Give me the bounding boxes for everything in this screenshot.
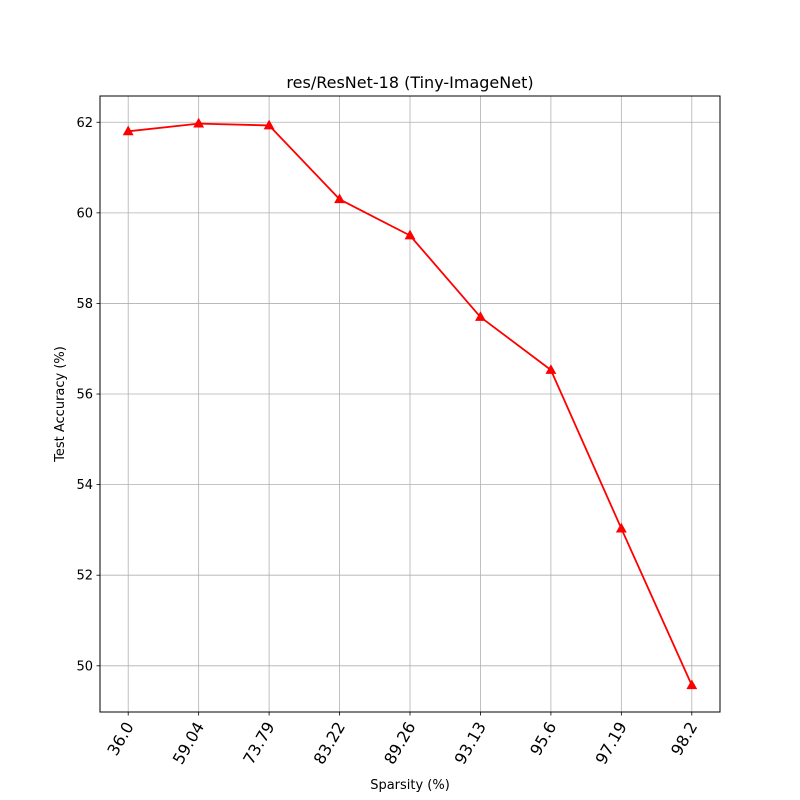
x-tick-label: 59.04	[169, 719, 208, 768]
grid	[100, 96, 720, 712]
x-axis-label: Sparsity (%)	[370, 778, 450, 793]
data-point-marker	[193, 117, 205, 128]
x-tick-label: 97.19	[591, 719, 630, 768]
chart-title: res/ResNet-18 (Tiny-ImageNet)	[286, 73, 533, 92]
x-tick-label: 89.26	[380, 719, 419, 768]
data-point-marker	[475, 311, 486, 321]
data-point-marker	[686, 679, 698, 690]
y-tick-label: 58	[76, 297, 93, 312]
data-point-marker	[545, 364, 557, 374]
y-tick-label: 54	[76, 478, 93, 493]
y-tick-label: 62	[76, 116, 93, 131]
y-tick-label: 60	[76, 206, 93, 221]
series-layer	[122, 117, 698, 690]
x-tick-label: 36.0	[103, 719, 137, 759]
x-tick-label: 73.79	[239, 719, 278, 768]
data-point-marker	[404, 229, 416, 240]
y-tick-label: 50	[76, 659, 93, 674]
x-tick-label: 83.22	[310, 719, 349, 768]
data-point-marker	[122, 125, 134, 136]
y-axis-ticks: 50 52 54 56 58 60 62	[76, 116, 100, 674]
x-tick-label: 95.6	[526, 719, 560, 759]
y-tick-label: 56	[76, 388, 93, 403]
x-tick-label: 98.2	[667, 719, 701, 759]
data-point-marker	[615, 522, 627, 533]
y-tick-label: 52	[76, 569, 93, 584]
data-point-marker	[263, 119, 275, 130]
x-tick-label: 93.13	[451, 719, 490, 768]
data-point-marker	[334, 193, 345, 204]
y-axis-label: Test Accuracy (%)	[53, 346, 68, 463]
x-axis-ticks: 36.0 59.04 73.79 83.22 89.26 93.13 95.6 97.19 98…	[103, 712, 701, 768]
